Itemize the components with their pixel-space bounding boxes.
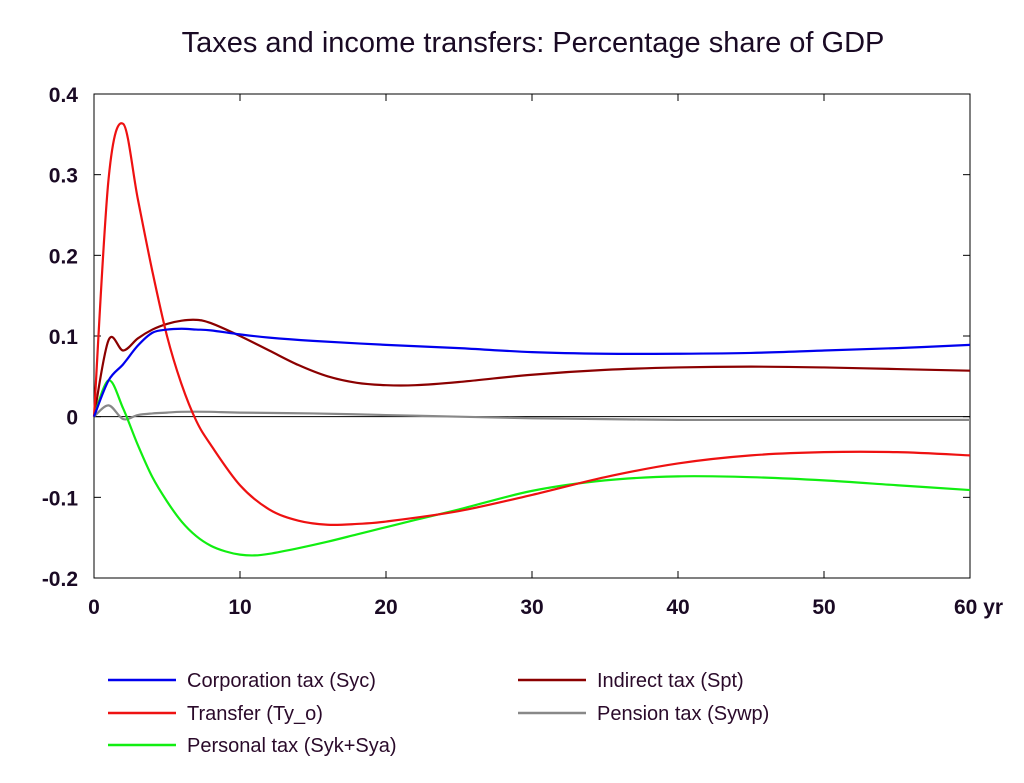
plot-frame: [93, 93, 971, 579]
legend-label: Personal tax (Syk+Sya): [187, 735, 397, 757]
y-tick-label: 0.1: [49, 326, 79, 349]
series-line-4: [92, 379, 971, 557]
y-tick-label: 0.2: [49, 245, 78, 268]
x-tick-label: 10: [228, 596, 251, 619]
series-line-1: [92, 318, 971, 417]
series-lines: [92, 122, 971, 557]
x-tick-label: 50: [812, 596, 835, 619]
legend-label: Pension tax (Sywp): [597, 703, 769, 725]
legend: Corporation tax (Syc) Transfer (Ty_o) Pers…: [108, 670, 769, 757]
y-tick-label: 0: [66, 407, 78, 430]
series-line-0: [92, 327, 971, 418]
chart-title: Taxes and income transfers: Percentage s…: [182, 27, 885, 59]
legend-label: Corporation tax (Syc): [187, 670, 376, 692]
x-tick-label: 60 yr: [954, 596, 1003, 619]
legend-label: Transfer (Ty_o): [187, 703, 323, 725]
series-line-3: [93, 404, 970, 422]
y-tick-label: -0.1: [42, 487, 79, 510]
x-tick-label: 40: [666, 596, 689, 619]
x-tick-label: 20: [374, 596, 397, 619]
y-tick-label: 0.4: [49, 84, 79, 107]
legend-label: Indirect tax (Spt): [597, 670, 744, 692]
series-line-2: [92, 122, 971, 527]
y-tick-label: -0.2: [42, 568, 78, 591]
axis-ticks: -0.2 -0.1 0 0.1 0.2 0.3 0.4 0 10 20 30 40 50 60 yr: [42, 84, 1003, 619]
x-tick-label: 0: [88, 596, 100, 619]
y-tick-label: 0.3: [49, 165, 78, 188]
x-tick-label: 30: [520, 596, 543, 619]
